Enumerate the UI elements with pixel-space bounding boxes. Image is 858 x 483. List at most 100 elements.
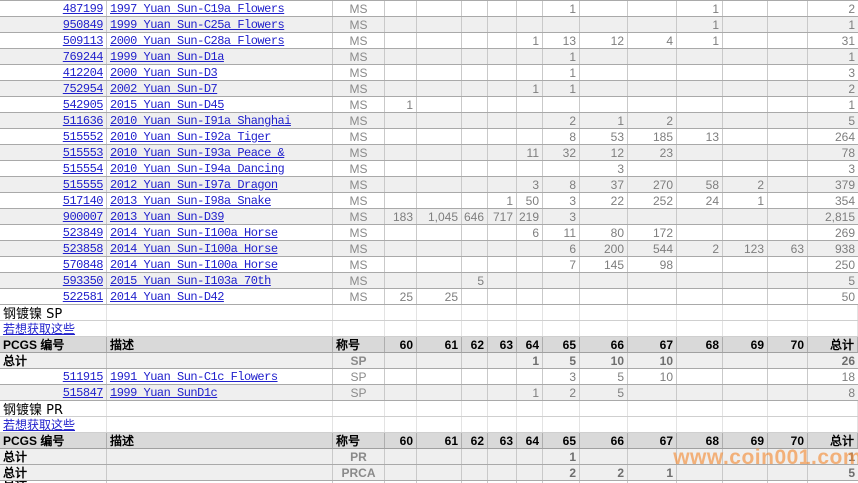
grade-count-cell <box>488 145 517 160</box>
grade-count-cell <box>385 257 417 272</box>
grade-count-cell <box>488 465 517 480</box>
coin-description-link[interactable]: 2013 Yuan Sun-I98a Snake <box>110 193 271 208</box>
coin-description-link[interactable]: 2015 Yuan Sun-I103a 70th <box>110 273 271 288</box>
coin-description-link[interactable]: 2010 Yuan Sun-I91a Shanghai <box>110 113 291 128</box>
coin-description-link[interactable]: 2010 Yuan Sun-I92a Tiger <box>110 129 271 144</box>
grade-count-cell: 183 <box>385 209 417 224</box>
coin-description-link[interactable]: 2010 Yuan Sun-I93a Peace & <box>110 145 285 160</box>
coin-description-link[interactable]: 1999 Yuan SunD1c <box>110 385 218 400</box>
get-these-link[interactable]: 若想获取这些 <box>3 418 76 432</box>
pcgs-number-link[interactable]: 522581 <box>62 289 104 304</box>
coin-description-link[interactable]: 2013 Yuan Sun-D39 <box>110 209 224 224</box>
grade-count-cell <box>417 65 462 80</box>
grade-count-cell <box>580 49 628 64</box>
pcgs-number-link[interactable]: 487199 <box>62 1 104 16</box>
grade-count-cell <box>462 449 488 464</box>
grade-count-cell: 185 <box>628 129 677 144</box>
pcgs-number-link[interactable]: 511636 <box>62 113 104 128</box>
spacer-cell <box>628 417 677 432</box>
total-count-value: 250 <box>834 257 855 272</box>
spacer-cell <box>107 401 333 416</box>
grade-count-cell <box>517 97 543 112</box>
pcgs-number-link[interactable]: 515554 <box>62 161 104 176</box>
grade-count-value: 544 <box>652 241 673 256</box>
spacer-cell <box>333 321 385 336</box>
grade-count-value: 10 <box>659 353 673 368</box>
designation-value: MS <box>349 177 368 192</box>
spacer-cell <box>517 417 543 432</box>
pcgs-number-link[interactable]: 523849 <box>62 225 104 240</box>
coin-description-link[interactable]: 1999 Yuan Sun-C25a Flowers <box>110 17 285 32</box>
grade-count-cell: 10 <box>580 353 628 368</box>
grade-count-cell: 2 <box>628 113 677 128</box>
total-count-value: 1 <box>848 97 855 112</box>
grade-count-cell <box>723 49 768 64</box>
spacer-cell <box>677 417 723 432</box>
grade-count-value: 5 <box>617 369 624 384</box>
get-these-link[interactable]: 若想获取这些 <box>3 322 76 336</box>
grade-count-value: 24 <box>705 193 719 208</box>
pcgs-number-cell: 900007 <box>0 209 107 224</box>
pcgs-number-link[interactable]: 511915 <box>62 369 104 384</box>
spacer-cell <box>385 417 417 432</box>
coin-description-link[interactable]: 2000 Yuan Sun-C28a Flowers <box>110 33 285 48</box>
pcgs-number-link[interactable]: 950849 <box>62 17 104 32</box>
pcgs-number-link[interactable]: 515555 <box>62 177 104 192</box>
grade-count-cell <box>517 161 543 176</box>
grade-count-cell <box>385 481 417 483</box>
grade-count-cell: 1 <box>517 33 543 48</box>
pcgs-number-link[interactable]: 593350 <box>62 273 104 288</box>
grade-count-cell <box>417 369 462 384</box>
pcgs-number-link[interactable]: 517140 <box>62 193 104 208</box>
grade-count-cell <box>580 273 628 288</box>
grade-count-cell <box>417 225 462 240</box>
grade-count-cell <box>517 17 543 32</box>
designation-cell: MS <box>333 177 385 192</box>
coin-description-link[interactable]: 1999 Yuan Sun-D1a <box>110 49 224 64</box>
coin-description-link[interactable]: 2010 Yuan Sun-I94a Dancing <box>110 161 285 176</box>
coin-description-link[interactable]: 2012 Yuan Sun-I97a Dragon <box>110 177 278 192</box>
pcgs-number-link[interactable]: 515552 <box>62 129 104 144</box>
pcgs-number-link[interactable]: 412204 <box>62 65 104 80</box>
grade-count-cell <box>628 449 677 464</box>
coin-description-link[interactable]: 1997 Yuan Sun-C19a Flowers <box>110 1 285 16</box>
pcgs-number-link[interactable]: 515847 <box>62 385 104 400</box>
column-header-row: PCGS 编号 描述 称号 60 61 62 63 64 65 66 67 68 69 70 总计 <box>0 337 858 353</box>
coin-description-link[interactable]: 2000 Yuan Sun-D3 <box>110 65 218 80</box>
designation-cell: SP <box>333 385 385 400</box>
grade-count-cell <box>677 369 723 384</box>
grade-count-cell <box>677 225 723 240</box>
grade-count-cell <box>417 113 462 128</box>
coin-description-link[interactable]: 2014 Yuan Sun-I100a Horse <box>110 241 278 256</box>
spacer-cell <box>543 321 580 336</box>
grade-count-cell: 10 <box>628 353 677 368</box>
designation-cell: MS <box>333 257 385 272</box>
spacer-cell <box>723 401 768 416</box>
grade-count-cell <box>628 97 677 112</box>
grade-count-cell <box>417 49 462 64</box>
coin-description-link[interactable]: 2014 Yuan Sun-I100a Horse <box>110 225 278 240</box>
coin-description-link[interactable]: 2014 Yuan Sun-D42 <box>110 289 224 304</box>
pcgs-number-link[interactable]: 509113 <box>62 33 104 48</box>
description-cell: 2010 Yuan Sun-I91a Shanghai <box>107 113 333 128</box>
coin-description-link[interactable]: 2015 Yuan Sun-D45 <box>110 97 224 112</box>
grade-count-cell: 3 <box>543 193 580 208</box>
pcgs-number-link[interactable]: 542905 <box>62 97 104 112</box>
spacer-cell <box>677 321 723 336</box>
pcgs-number-link[interactable]: 523858 <box>62 241 104 256</box>
pcgs-number-link[interactable]: 769244 <box>62 49 104 64</box>
coin-description-link[interactable]: 1991 Yuan Sun-C1c Flowers <box>110 369 278 384</box>
pcgs-number-link[interactable]: 570848 <box>62 257 104 272</box>
pcgs-number-link[interactable]: 752954 <box>62 81 104 96</box>
grade-count-cell: 63 <box>768 241 808 256</box>
grade-count-cell <box>723 81 768 96</box>
total-row-label: 总计 <box>3 466 28 480</box>
pcgs-number-link[interactable]: 900007 <box>62 209 104 224</box>
grade-count-cell <box>768 129 808 144</box>
pcgs-number-link[interactable]: 515553 <box>62 145 104 160</box>
coin-description-link[interactable]: 2014 Yuan Sun-I100a Horse <box>110 257 278 272</box>
description-cell: 2014 Yuan Sun-I100a Horse <box>107 257 333 272</box>
column-header-grade-63: 63 <box>488 433 517 448</box>
coin-description-link[interactable]: 2002 Yuan Sun-D7 <box>110 81 218 96</box>
total-count-cell: 31 <box>808 33 858 48</box>
